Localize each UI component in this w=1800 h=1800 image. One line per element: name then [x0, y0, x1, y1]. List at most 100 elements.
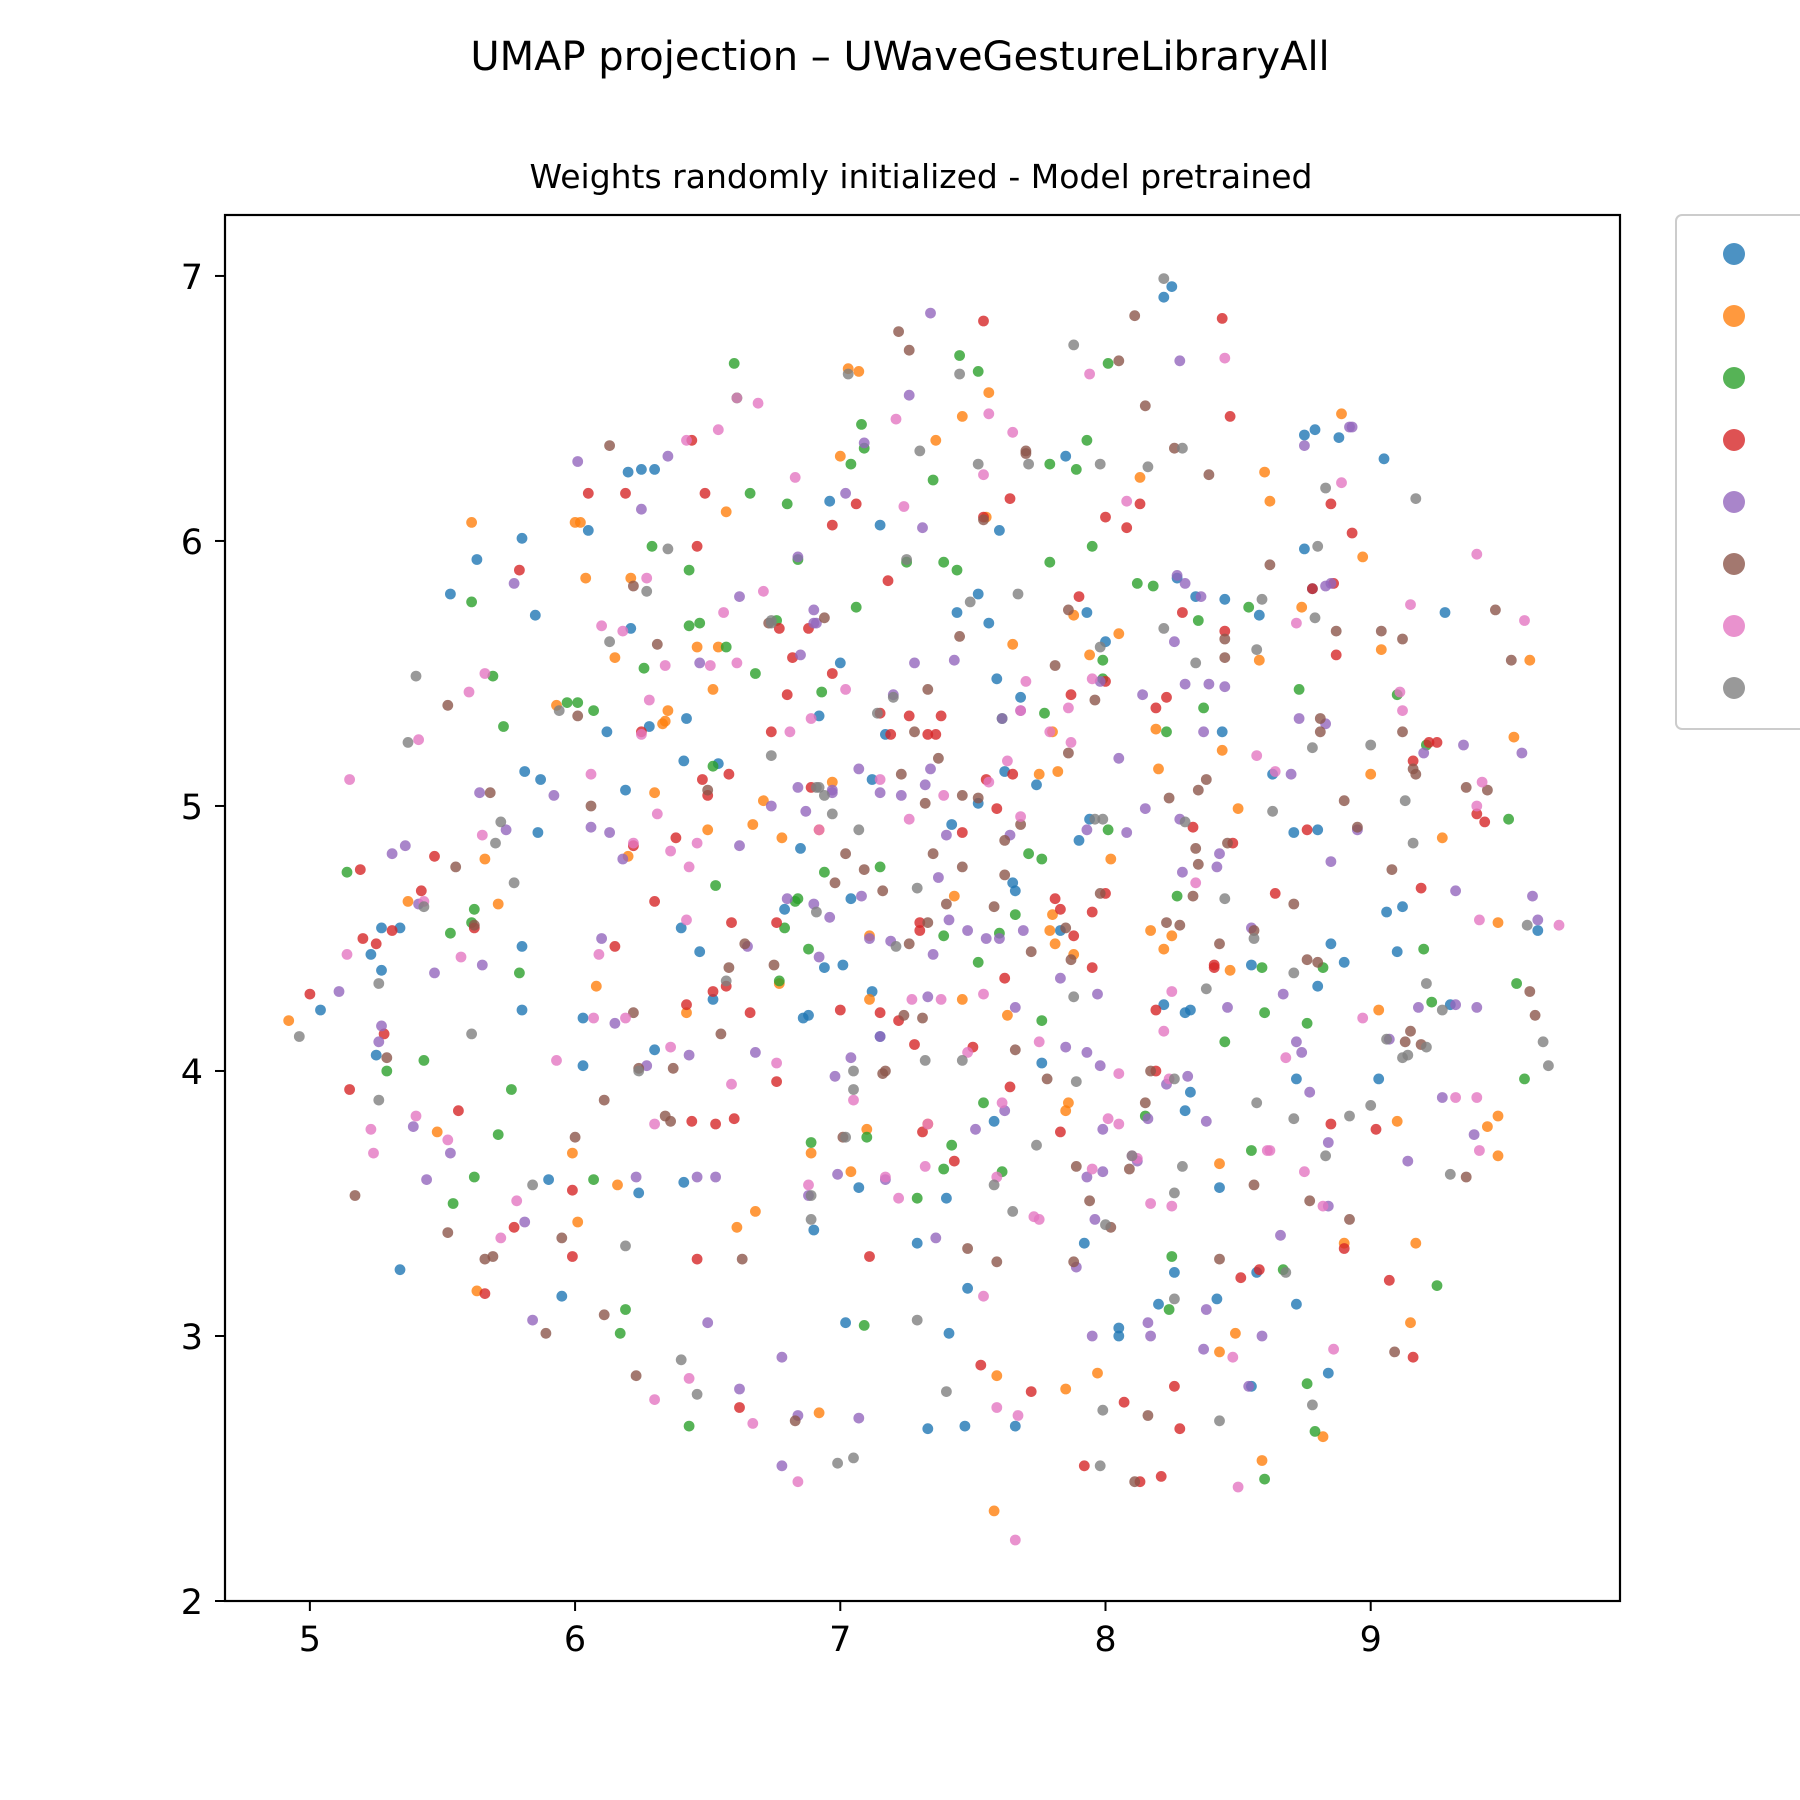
data-point: [941, 1386, 952, 1397]
data-point: [694, 946, 706, 958]
data-point: [1243, 1380, 1255, 1392]
data-point: [848, 1084, 859, 1095]
data-point: [1214, 938, 1225, 950]
data-point: [1068, 1256, 1080, 1268]
data-point: [919, 779, 931, 791]
data-point: [834, 1004, 846, 1016]
legend-marker: [1723, 429, 1745, 451]
data-point: [1256, 1455, 1268, 1466]
data-point: [893, 1192, 904, 1204]
data-point: [1309, 424, 1321, 436]
data-point: [898, 501, 910, 512]
data-point: [1474, 914, 1485, 926]
data-point: [376, 964, 387, 976]
data-point: [1158, 1025, 1170, 1037]
data-point: [781, 893, 793, 905]
data-point: [1482, 784, 1493, 796]
data-point: [938, 556, 950, 568]
data-point: [1033, 1214, 1045, 1225]
data-point: [643, 721, 655, 732]
data-point: [373, 1036, 385, 1048]
data-point: [1142, 461, 1154, 473]
data-point: [633, 1187, 645, 1199]
data-point: [848, 1065, 859, 1077]
data-point: [1322, 1367, 1334, 1379]
data-point: [1190, 657, 1202, 669]
data-point: [1253, 609, 1265, 621]
data-point: [1070, 464, 1082, 475]
data-point: [1410, 1237, 1422, 1249]
data-point: [946, 1139, 958, 1151]
data-point: [628, 1007, 639, 1019]
data-point: [1264, 495, 1276, 507]
data-point: [813, 782, 825, 793]
data-point: [662, 450, 674, 462]
data-point: [1044, 726, 1056, 738]
data-point: [604, 827, 615, 838]
data-point: [707, 684, 719, 695]
data-point: [487, 1251, 499, 1262]
data-point: [813, 824, 825, 836]
data-point: [1097, 813, 1109, 825]
data-point: [1092, 1367, 1103, 1379]
data-point: [813, 951, 825, 963]
data-point: [1177, 1161, 1188, 1172]
data-point: [771, 1057, 782, 1069]
data-point: [1041, 1073, 1053, 1085]
data-point: [930, 729, 942, 740]
data-point: [1200, 774, 1212, 785]
legend-marker: [1723, 243, 1745, 265]
data-point: [572, 697, 584, 708]
data-point: [1314, 713, 1326, 724]
data-point: [1259, 1473, 1270, 1485]
data-point: [975, 1359, 987, 1371]
data-point: [638, 662, 650, 674]
data-point: [1007, 768, 1019, 780]
data-point: [1065, 737, 1077, 748]
data-point: [1543, 1060, 1554, 1072]
data-point: [1291, 1036, 1302, 1048]
data-point: [1413, 1002, 1424, 1013]
data-point: [643, 694, 655, 706]
data-point: [723, 962, 735, 973]
data-point: [880, 1171, 891, 1183]
data-point: [1439, 607, 1451, 618]
data-point: [1073, 591, 1085, 602]
data-point: [858, 437, 870, 449]
y-tick-label: 7: [181, 258, 203, 298]
data-point: [1365, 768, 1377, 780]
data-point: [914, 917, 926, 928]
data-point: [585, 821, 597, 833]
data-point: [848, 1452, 859, 1464]
data-point: [917, 1126, 928, 1138]
data-point: [734, 1383, 745, 1395]
data-point: [720, 641, 732, 653]
data-point: [1036, 1057, 1048, 1069]
data-point: [1158, 999, 1170, 1011]
data-point: [1179, 1105, 1191, 1117]
data-point: [1418, 747, 1430, 759]
data-point: [1375, 644, 1387, 655]
data-point: [707, 986, 719, 997]
data-point: [885, 729, 897, 740]
data-point: [840, 1131, 851, 1143]
data-point: [370, 938, 382, 950]
data-point: [609, 652, 621, 663]
data-point: [691, 1171, 703, 1183]
data-point: [665, 1115, 676, 1127]
data-point: [978, 514, 989, 526]
data-point: [628, 580, 639, 592]
data-point: [1121, 522, 1133, 534]
data-point: [919, 1161, 931, 1172]
data-point: [1166, 1200, 1178, 1212]
data-point: [903, 813, 915, 825]
data-point: [1301, 824, 1313, 836]
data-point: [1023, 458, 1034, 470]
data-point: [951, 607, 963, 618]
data-point: [1336, 408, 1347, 420]
data-point: [731, 1221, 743, 1233]
data-point: [691, 837, 703, 849]
data-point: [1200, 983, 1212, 995]
data-point: [702, 824, 714, 836]
data-point: [1078, 1237, 1090, 1249]
